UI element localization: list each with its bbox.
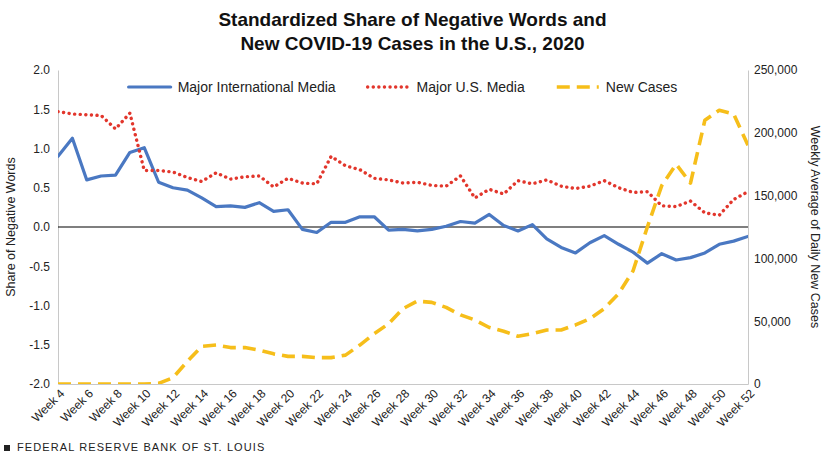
tick: 100,000 <box>748 252 798 266</box>
tick-label: -2.0 <box>29 377 50 391</box>
y-axis: -2.0 -1.5 -1.0 -0.5 0.0 0.5 1.0 1.5 2.0 <box>29 63 58 391</box>
chart: Standardized Share of Negative Words and… <box>0 0 825 461</box>
tick-label: 200,000 <box>754 126 798 140</box>
tick-label: 0.5 <box>33 181 50 195</box>
legend: Major International Media Major U.S. Medi… <box>129 79 678 95</box>
tick-label: 100,000 <box>754 252 798 266</box>
legend-item: Major International Media <box>129 79 336 95</box>
x-axis: Week 4Week 6Week 8Week 10Week 12Week 14W… <box>29 384 758 430</box>
tick: 200,000 <box>748 126 798 140</box>
y2-axis-title: Weekly Average of Daily New Cases <box>808 126 822 328</box>
tick: -1.5 <box>29 338 58 352</box>
tick: -1.0 <box>29 299 58 313</box>
tick: 1.0 <box>33 142 58 156</box>
tick-label: 1.5 <box>33 103 50 117</box>
tick-label: 250,000 <box>754 63 798 77</box>
tick: -0.5 <box>29 260 58 274</box>
title-line: Standardized Share of Negative Words and <box>218 9 606 30</box>
tick: 1.5 <box>33 103 58 117</box>
tick: 150,000 <box>748 189 798 203</box>
tick-label: 2.0 <box>33 63 50 77</box>
x-axis-line <box>59 384 749 385</box>
tick-label: 0.0 <box>33 220 50 234</box>
tick: 0.5 <box>33 181 58 195</box>
legend-swatch <box>129 85 171 88</box>
legend-label: Major U.S. Media <box>417 79 525 95</box>
legend-item: New Cases <box>557 79 678 95</box>
title-line: New COVID-19 Cases in the U.S., 2020 <box>240 33 584 54</box>
tick-label: -1.5 <box>29 338 50 352</box>
series-line <box>58 110 748 384</box>
tick: 250,000 <box>748 63 798 77</box>
y2-axis: 0 50,000 100,000 150,000 200,000 250,000 <box>748 63 798 391</box>
tick-label: -0.5 <box>29 260 50 274</box>
zero-line <box>58 226 748 227</box>
tick: 2.0 <box>33 63 58 77</box>
tick-label: 50,000 <box>754 315 791 329</box>
plot-area <box>58 110 748 384</box>
y-axis-title: Share of Negative Words <box>4 157 18 296</box>
tick-label: Week 52 <box>714 386 757 429</box>
source-marker <box>4 445 10 451</box>
series-line <box>58 138 748 263</box>
legend-label: Major International Media <box>178 79 336 95</box>
tick: 0.0 <box>33 220 58 234</box>
tick-label: 1.0 <box>33 142 50 156</box>
tick: 50,000 <box>748 315 791 329</box>
tick-label: -1.0 <box>29 299 50 313</box>
legend-swatch <box>368 85 410 88</box>
title: Standardized Share of Negative Words and… <box>218 9 606 54</box>
tick-label: 0 <box>754 377 761 391</box>
legend-item: Major U.S. Media <box>368 79 525 95</box>
legend-label: New Cases <box>606 79 678 95</box>
y2-axis-line <box>748 71 749 385</box>
tick-label: 150,000 <box>754 189 798 203</box>
source: FEDERAL RESERVE BANK OF ST. LOUIS <box>17 441 265 453</box>
series-line <box>58 112 748 216</box>
tick: Week 52 <box>714 384 757 430</box>
legend-swatch <box>557 85 599 89</box>
